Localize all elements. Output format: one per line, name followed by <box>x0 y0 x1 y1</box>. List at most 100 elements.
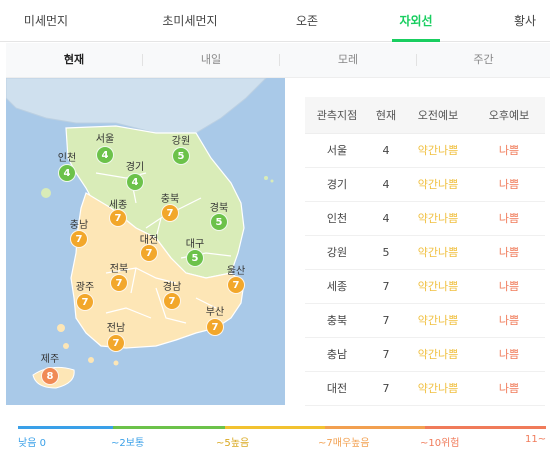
island <box>88 357 94 363</box>
tab-yellow-dust[interactable]: 황사 <box>513 14 537 28</box>
island <box>57 324 65 332</box>
station-name: 강원 <box>305 235 369 270</box>
region-marker-busan[interactable]: 7 <box>206 318 224 336</box>
station-name: 충남 <box>305 337 369 372</box>
table-row[interactable]: 인천 4 약간나쁨 나쁨 <box>305 201 545 236</box>
tab-ozone[interactable]: 오존 <box>295 14 319 28</box>
current-value: 4 <box>369 167 403 202</box>
tab-ultrafine-dust[interactable]: 초미세먼지 <box>162 14 218 28</box>
current-value: 4 <box>369 133 403 168</box>
station-name: 서울 <box>305 133 369 168</box>
col-header-now: 현재 <box>369 97 403 134</box>
col-header-pm: 오후예보 <box>473 97 545 134</box>
region-marker-chungbuk[interactable]: 7 <box>161 204 179 222</box>
table-row[interactable]: 대전 7 약간나쁨 나쁨 <box>305 371 545 406</box>
region-marker-incheon[interactable]: 4 <box>58 164 76 182</box>
region-marker-daegu[interactable]: 5 <box>186 249 204 267</box>
island <box>41 188 51 198</box>
region-label-chungbuk: 충북 <box>160 194 180 205</box>
pollutant-tabs: 미세먼지 초미세먼지 오존 자외선 황사 <box>0 0 550 42</box>
region-label-gyeongnam: 경남 <box>162 282 182 293</box>
divider <box>279 54 280 66</box>
current-value: 7 <box>369 269 403 304</box>
region-label-seoul: 서울 <box>95 134 115 145</box>
korea-map: 서울 4 인천 4 강원 5 경기 4 세종 7 충북 7 충남 7 경북 5 … <box>6 78 285 405</box>
legend-label-low: 낮음 0 <box>18 438 46 449</box>
station-name: 경기 <box>305 167 369 202</box>
pm-forecast: 나쁨 <box>473 235 545 270</box>
region-marker-seoul[interactable]: 4 <box>96 146 114 164</box>
pm-forecast: 나쁨 <box>473 371 545 406</box>
region-marker-gyeonggi[interactable]: 4 <box>126 173 144 191</box>
tab-day-after[interactable]: 모레 <box>337 53 359 66</box>
island <box>63 343 69 349</box>
legend-bar-very-high <box>325 426 425 429</box>
am-forecast: 약간나쁨 <box>403 167 473 202</box>
tab-weekly[interactable]: 주간 <box>473 53 494 66</box>
legend-label-danger: ~10위험 <box>420 438 460 449</box>
legend-label-very-high: ~7매우높음 <box>318 438 370 449</box>
am-forecast: 약간나쁨 <box>403 201 473 236</box>
region-marker-jeju[interactable]: 8 <box>41 367 59 385</box>
col-header-am: 오전예보 <box>403 97 473 134</box>
am-forecast: 약간나쁨 <box>403 133 473 168</box>
am-forecast: 약간나쁨 <box>403 269 473 304</box>
current-value: 7 <box>369 337 403 372</box>
island <box>113 360 119 366</box>
table-row[interactable]: 강원 5 약간나쁨 나쁨 <box>305 235 545 270</box>
table-row[interactable]: 충북 7 약간나쁨 나쁨 <box>305 303 545 338</box>
region-label-jeonbuk: 전북 <box>109 264 129 275</box>
legend-bar-high <box>225 426 325 429</box>
col-header-station: 관측지점 <box>305 97 369 134</box>
region-marker-gangwon[interactable]: 5 <box>172 147 190 165</box>
tab-now[interactable]: 현재 <box>63 53 85 66</box>
region-label-daejeon: 대전 <box>139 235 159 246</box>
pm-forecast: 나쁨 <box>473 337 545 372</box>
region-label-chungnam: 충남 <box>69 220 89 231</box>
region-marker-jeonbuk[interactable]: 7 <box>110 274 128 292</box>
station-name: 인천 <box>305 201 369 236</box>
legend-bar-danger <box>425 426 546 429</box>
divider <box>142 54 143 66</box>
region-label-gwangju: 광주 <box>75 282 95 293</box>
region-label-ulsan: 울산 <box>226 266 246 277</box>
am-forecast: 약간나쁨 <box>403 371 473 406</box>
legend-bar-low <box>18 426 113 429</box>
region-label-busan: 부산 <box>205 307 225 318</box>
station-table-wrap: 관측지점 현재 오전예보 오후예보 서울 4 약간나쁨 나쁨 경기 4 약간나쁨… <box>305 97 545 406</box>
region-marker-gyeongnam[interactable]: 7 <box>163 292 181 310</box>
region-marker-gwangju[interactable]: 7 <box>76 293 94 311</box>
region-marker-daejeon[interactable]: 7 <box>140 244 158 262</box>
region-label-jeonnam: 전남 <box>106 323 126 334</box>
island <box>264 176 268 180</box>
region-marker-chungnam[interactable]: 7 <box>70 230 88 248</box>
pm-forecast: 나쁨 <box>473 167 545 202</box>
pm-forecast: 나쁨 <box>473 201 545 236</box>
table-row[interactable]: 경기 4 약간나쁨 나쁨 <box>305 167 545 202</box>
tab-uv[interactable]: 자외선 <box>384 0 448 42</box>
region-label-jeju: 제주 <box>40 354 60 365</box>
current-value: 4 <box>369 201 403 236</box>
region-marker-ulsan[interactable]: 7 <box>227 276 245 294</box>
uv-legend: 낮음 0 ~2보통 ~5높음 ~7매우높음 ~10위험 11~ <box>18 426 546 450</box>
divider <box>416 54 417 66</box>
legend-label-extreme: 11~ <box>525 434 547 445</box>
table-row[interactable]: 세종 7 약간나쁨 나쁨 <box>305 269 545 304</box>
legend-label-high: ~5높음 <box>216 438 250 449</box>
region-marker-gyeongbuk[interactable]: 5 <box>210 213 228 231</box>
table-row[interactable]: 서울 4 약간나쁨 나쁨 <box>305 133 545 168</box>
northern-land <box>6 78 267 134</box>
tab-fine-dust[interactable]: 미세먼지 <box>23 14 69 28</box>
tab-tomorrow[interactable]: 내일 <box>200 53 222 66</box>
table-row[interactable]: 충남 7 약간나쁨 나쁨 <box>305 337 545 372</box>
region-marker-jeonnam[interactable]: 7 <box>107 334 125 352</box>
am-forecast: 약간나쁨 <box>403 337 473 372</box>
pm-forecast: 나쁨 <box>473 133 545 168</box>
region-marker-sejong[interactable]: 7 <box>109 209 127 227</box>
region-label-sejong: 세종 <box>108 200 128 211</box>
table-header-row: 관측지점 현재 오전예보 오후예보 <box>305 97 545 134</box>
current-value: 7 <box>369 303 403 338</box>
island <box>270 179 274 183</box>
period-tabs: 현재 내일 모레 주간 <box>6 43 550 78</box>
region-label-daegu: 대구 <box>185 239 205 250</box>
